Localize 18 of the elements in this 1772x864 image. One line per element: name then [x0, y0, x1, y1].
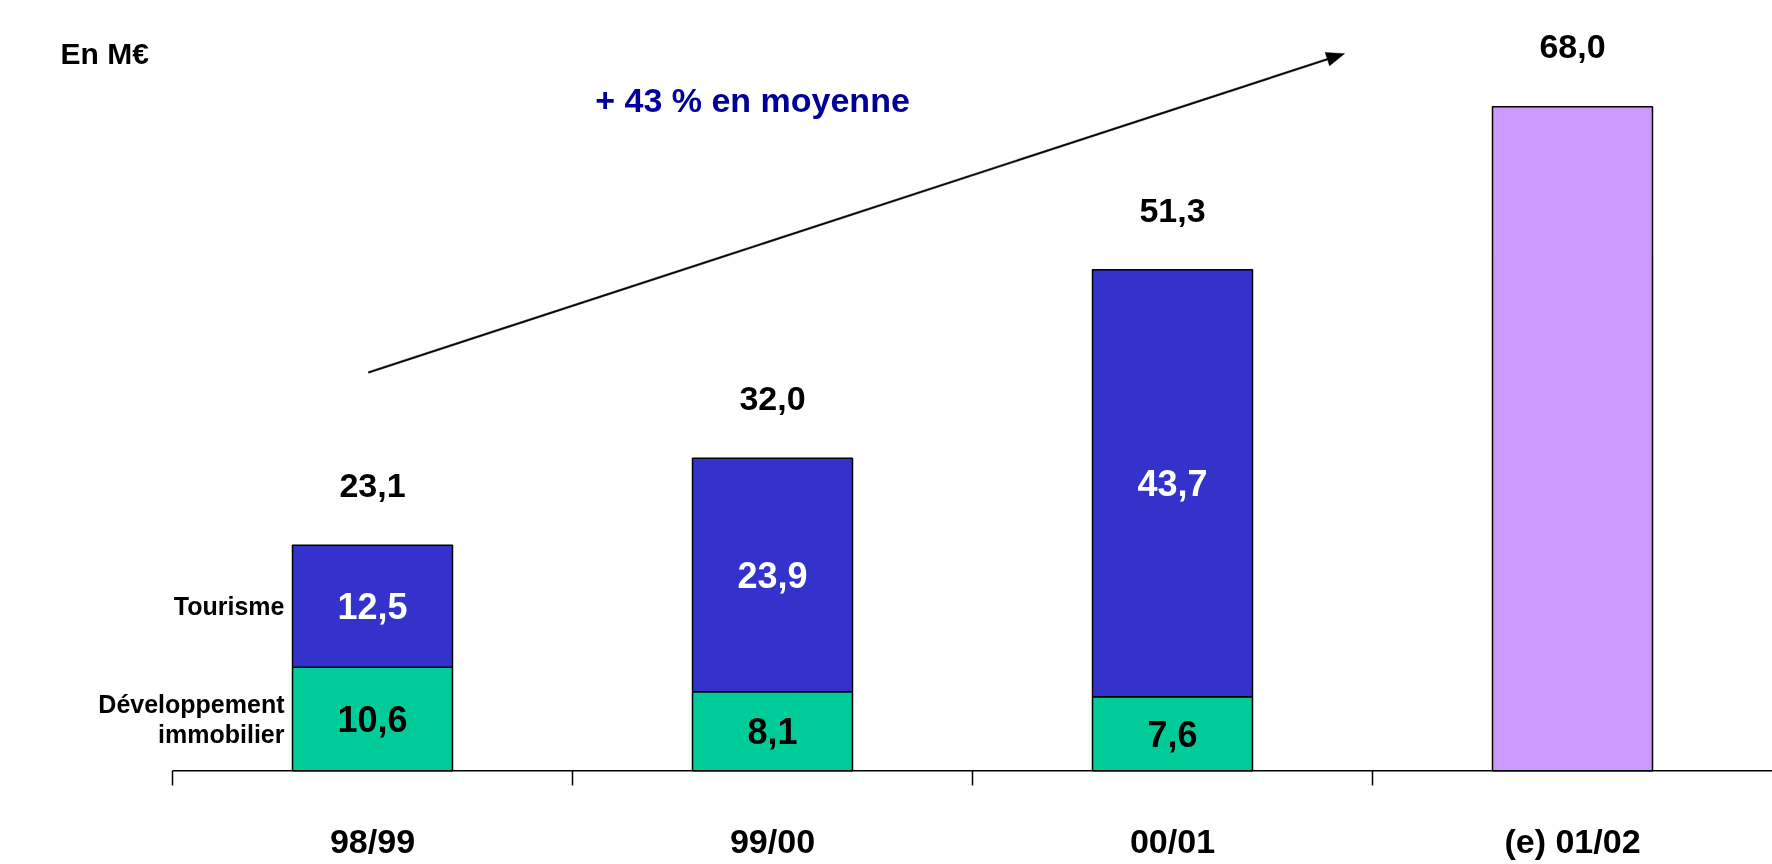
series-label: Développement immobilier: [98, 689, 286, 749]
data-label: 43,7: [1137, 463, 1208, 505]
data-label: 23,9: [737, 555, 808, 597]
annotation: + 43 % en moyenne: [595, 81, 910, 120]
total-label: 51,3: [1139, 190, 1206, 229]
total-label: 23,1: [339, 465, 406, 504]
series-label: Tourisme: [173, 592, 285, 621]
data-label: 8,1: [747, 711, 798, 753]
data-label: 12,5: [337, 586, 408, 628]
total-label: 68,0: [1539, 27, 1606, 66]
x-tick-label: 98/99: [329, 821, 416, 860]
x-tick-label: 99/00: [729, 821, 816, 860]
text: En M€: [60, 37, 150, 71]
data-label: 7,6: [1147, 713, 1198, 755]
x-tick-label: (e) 01/02: [1504, 821, 1641, 860]
x-tick-label: 00/01: [1129, 821, 1216, 860]
data-label: 10,6: [337, 699, 408, 741]
total-label: 32,0: [739, 379, 806, 418]
